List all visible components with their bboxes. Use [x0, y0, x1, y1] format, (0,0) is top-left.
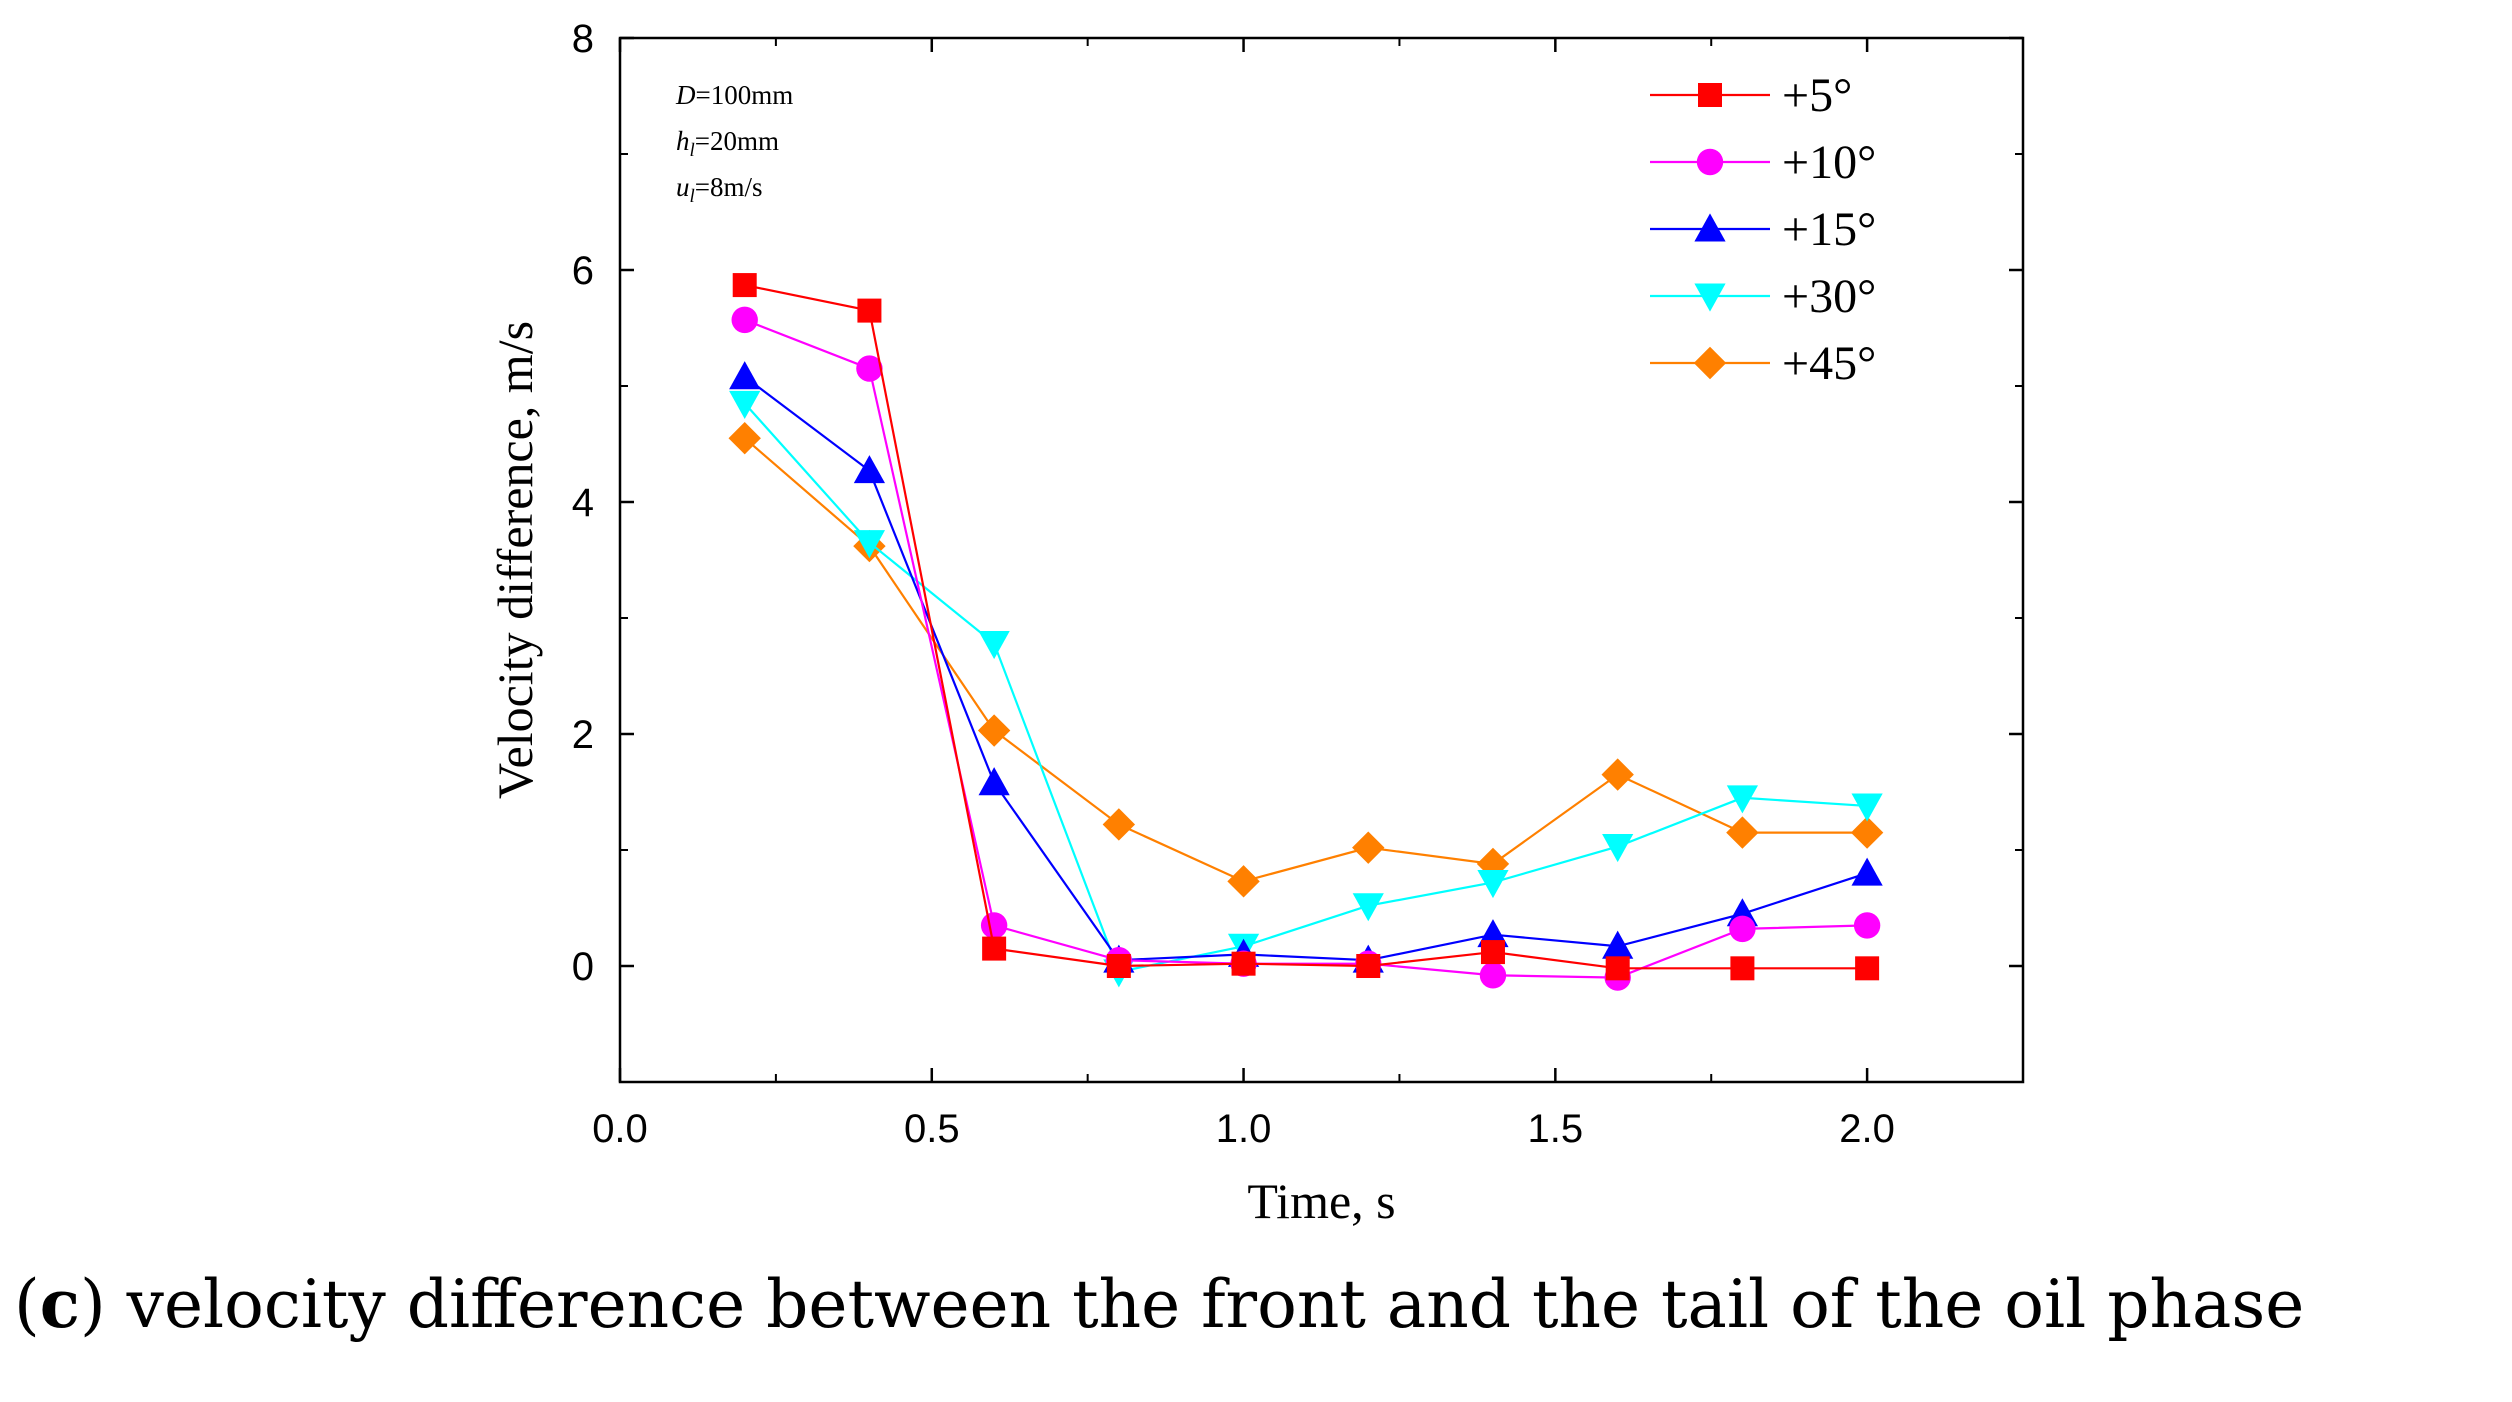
x-tick-label: 0.0 — [592, 1107, 648, 1151]
data-point — [1476, 847, 1510, 881]
data-point — [1477, 870, 1509, 899]
data-point — [731, 306, 758, 334]
y-tick-label: 6 — [572, 249, 594, 293]
series-line — [743, 402, 1868, 974]
y-axis-title: Velocity difference, m/s — [487, 321, 543, 799]
series-line — [744, 284, 1868, 970]
annotation-u: ul=8m/s — [676, 172, 763, 207]
series-group — [729, 361, 1883, 973]
data-point — [980, 912, 1008, 939]
data-point — [729, 361, 761, 390]
series-group — [731, 306, 1881, 991]
data-point — [982, 936, 1007, 961]
data-point — [1851, 793, 1883, 822]
data-point — [1850, 816, 1884, 849]
y-tick-label: 0 — [572, 945, 594, 989]
data-point — [1106, 954, 1131, 978]
data-point — [1853, 912, 1881, 939]
data-point — [1479, 962, 1507, 989]
data-point — [1730, 956, 1755, 981]
data-point — [1851, 857, 1883, 886]
legend-label: +10° — [1782, 136, 1876, 189]
legend-marker — [1694, 213, 1726, 242]
data-point — [1352, 893, 1384, 922]
data-point — [853, 455, 886, 484]
data-point — [857, 298, 882, 323]
series-group — [729, 390, 1883, 988]
series-layer — [728, 273, 1884, 991]
legend-marker — [1696, 148, 1724, 176]
series-line — [743, 437, 1868, 883]
data-point — [1480, 940, 1505, 965]
series-group — [728, 422, 1884, 898]
annotation-d: D=100mm — [675, 80, 793, 110]
data-point — [1602, 834, 1634, 863]
series-line — [744, 318, 1868, 979]
data-point — [853, 530, 886, 559]
data-point — [1231, 951, 1256, 976]
figure-caption: (c) velocity difference between the fron… — [14, 1265, 2305, 1343]
data-point — [1855, 956, 1880, 981]
y-tick-label: 4 — [572, 481, 594, 525]
x-tick-label: 0.5 — [904, 1107, 960, 1151]
legend-label: +5° — [1782, 69, 1852, 122]
plot-frame — [618, 36, 2025, 1084]
annotation-h: hl=20mm — [676, 126, 779, 161]
parameter-annotations: D=100mm hl=20mm ul=8m/s — [675, 80, 793, 207]
caption-text: velocity difference between the front an… — [105, 1266, 2305, 1343]
data-point — [1729, 915, 1756, 943]
y-tick-label: 8 — [572, 17, 594, 61]
data-point — [1601, 758, 1634, 791]
axes: 0 2 4 6 8 0.0 0.5 1.0 1.5 2.0 Time, s Velocity diff… — [487, 17, 2025, 1229]
data-point — [728, 422, 761, 455]
data-point — [1227, 865, 1260, 898]
legend-marker — [1694, 283, 1726, 312]
data-point — [856, 355, 883, 382]
caption-label: c — [39, 1265, 80, 1343]
legend: +5° +10° +15° +30° +45° — [1650, 69, 1876, 390]
x-tick-label: 2.0 — [1839, 1107, 1895, 1151]
line-chart: 0 2 4 6 8 0.0 0.5 1.0 1.5 2.0 Time, s Velocity diff… — [487, 17, 2025, 1229]
legend-label: +15° — [1782, 203, 1876, 256]
data-point — [978, 631, 1010, 660]
data-point — [732, 273, 757, 298]
data-point — [1102, 808, 1136, 841]
x-axis-title: Time, s — [1247, 1173, 1395, 1229]
data-point — [1356, 954, 1381, 978]
series-group — [732, 273, 1880, 981]
data-point — [1605, 956, 1630, 981]
data-point — [1602, 930, 1634, 959]
legend-marker — [1698, 83, 1722, 107]
x-tick-label: 1.0 — [1216, 1107, 1272, 1151]
data-point — [977, 714, 1011, 747]
legend-label: +30° — [1782, 270, 1876, 323]
x-tick-label: 1.5 — [1528, 1107, 1584, 1151]
legend-label: +45° — [1782, 337, 1876, 390]
data-point — [978, 767, 1010, 796]
legend-marker — [1693, 346, 1727, 380]
data-point — [1352, 831, 1385, 864]
y-tick-label: 2 — [572, 713, 594, 757]
data-point — [729, 390, 761, 419]
series-line — [744, 375, 1868, 962]
data-point — [1726, 816, 1759, 849]
data-point — [1726, 785, 1758, 814]
